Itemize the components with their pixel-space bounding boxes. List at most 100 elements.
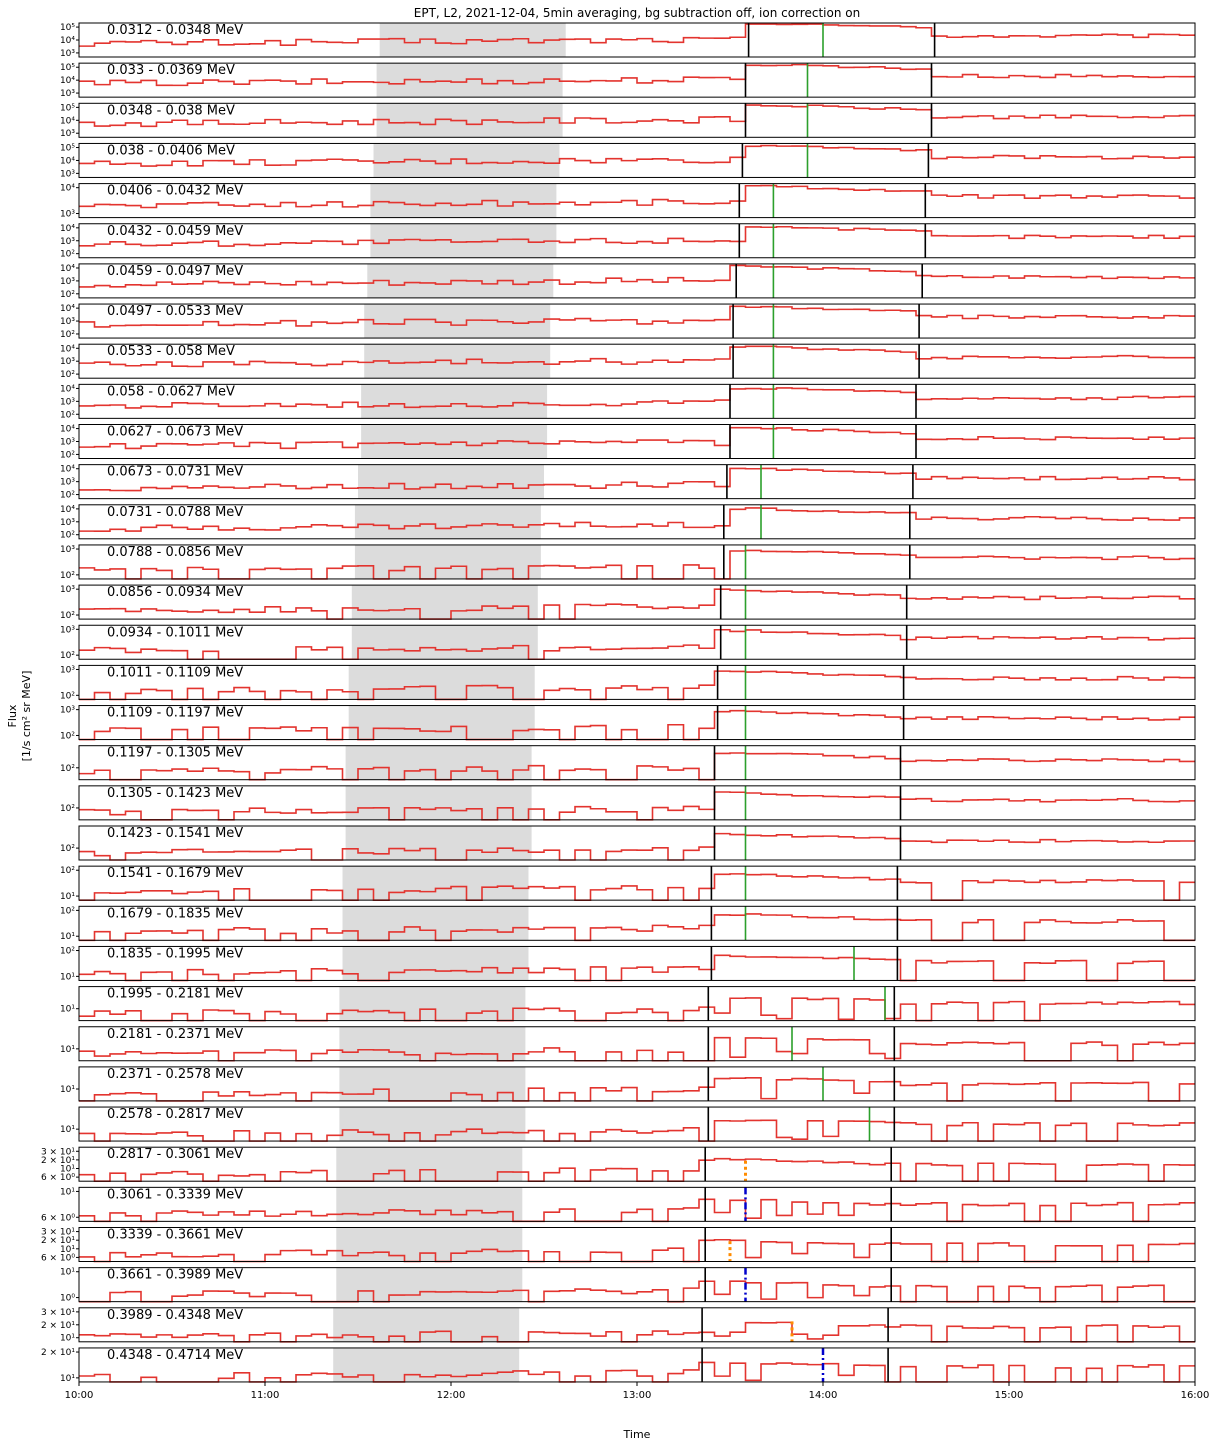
y-tick-label: 6 × 10⁰ bbox=[41, 1213, 75, 1223]
flux-trace bbox=[79, 832, 1195, 861]
y-tick-label: 2 × 10¹ bbox=[41, 1156, 75, 1166]
channel-label: 0.0312 - 0.0348 MeV bbox=[107, 23, 243, 38]
y-tick-label: 10⁴ bbox=[60, 184, 75, 194]
panel-frame bbox=[78, 624, 1196, 660]
y-tick-label: 6 × 10⁰ bbox=[41, 1253, 75, 1263]
channel-label: 0.0856 - 0.0934 MeV bbox=[107, 585, 243, 600]
panel-20: 0.1423 - 0.1541 MeV 10² bbox=[60, 825, 1196, 861]
flux-trace bbox=[79, 1119, 1195, 1142]
x-tick-label: 12:00 bbox=[437, 1390, 466, 1401]
y-tick-label: 6 × 10⁰ bbox=[41, 1173, 75, 1183]
y-tick-label: 10² bbox=[60, 731, 75, 741]
background-shade bbox=[345, 745, 532, 780]
channel-label: 0.1109 - 0.1197 MeV bbox=[107, 706, 243, 721]
channel-label: 0.1679 - 0.1835 MeV bbox=[107, 906, 243, 921]
flux-trace bbox=[79, 63, 1195, 87]
y-tick-label: 10¹ bbox=[60, 1187, 75, 1197]
y-tick-label: 10⁴ bbox=[60, 425, 75, 435]
panel-4: 0.0406 - 0.0432 MeV 10³ 10⁴ bbox=[60, 183, 1196, 220]
y-tick-label: 10¹ bbox=[60, 1125, 75, 1135]
background-shade bbox=[336, 1147, 523, 1182]
channel-label: 0.1011 - 0.1109 MeV bbox=[107, 665, 243, 680]
y-tick-label: 10¹ bbox=[60, 1165, 75, 1175]
panel-frame bbox=[78, 1227, 1196, 1262]
channel-label: 0.033 - 0.0369 MeV bbox=[107, 63, 235, 78]
y-tick-label: 10⁴ bbox=[60, 384, 75, 394]
x-tick-label: 15:00 bbox=[995, 1390, 1024, 1401]
channel-label: 0.0459 - 0.0497 MeV bbox=[107, 264, 243, 279]
background-shade bbox=[342, 946, 529, 981]
flux-trace bbox=[79, 709, 1195, 741]
flux-trace bbox=[79, 305, 1195, 328]
y-tick-label: 10³ bbox=[60, 237, 75, 247]
channel-label: 0.0432 - 0.0459 MeV bbox=[107, 224, 243, 239]
channel-label: 0.1197 - 0.1305 MeV bbox=[107, 746, 243, 761]
panel-18: 0.1197 - 0.1305 MeV 10² bbox=[60, 745, 1196, 781]
background-shade bbox=[342, 866, 529, 901]
channel-label: 0.0533 - 0.058 MeV bbox=[107, 344, 235, 359]
channel-label: 0.1423 - 0.1541 MeV bbox=[107, 826, 243, 841]
background-shade bbox=[348, 665, 535, 700]
panel-frame bbox=[78, 664, 1196, 700]
background-shade bbox=[364, 304, 551, 339]
channel-label: 0.1541 - 0.1679 MeV bbox=[107, 866, 243, 881]
panel-frame bbox=[78, 544, 1196, 580]
y-tick-label: 10² bbox=[60, 330, 75, 340]
flux-trace bbox=[79, 1280, 1195, 1303]
panel-33: 0.4348 - 0.4714 MeV 10¹ 2 × 10¹ bbox=[41, 1347, 1196, 1384]
y-tick-label: 10³ bbox=[60, 129, 75, 139]
flux-trace bbox=[79, 1361, 1195, 1383]
y-tick-label: 10¹ bbox=[60, 1045, 75, 1055]
y-tick-label: 10³ bbox=[60, 317, 75, 327]
flux-trace bbox=[79, 225, 1195, 247]
y-tick-label: 2 × 10¹ bbox=[41, 1236, 75, 1246]
background-shade bbox=[354, 504, 541, 539]
y-tick-label: 3 × 10¹ bbox=[41, 1308, 75, 1318]
panel-frame bbox=[78, 945, 1196, 981]
y-tick-label: 10¹ bbox=[60, 1334, 75, 1344]
channel-label: 0.4348 - 0.4714 MeV bbox=[107, 1348, 243, 1363]
x-tick-label: 11:00 bbox=[251, 1390, 280, 1401]
panel-3: 0.038 - 0.0406 MeV 10³ 10⁴ 10⁵ bbox=[60, 142, 1196, 179]
y-tick-label: 10⁴ bbox=[60, 304, 75, 314]
chart-title: EPT, L2, 2021-12-04, 5min averaging, bg … bbox=[414, 6, 860, 20]
panel-frame bbox=[78, 785, 1196, 821]
background-shade bbox=[336, 1267, 523, 1302]
panel-14: 0.0856 - 0.0934 MeV 10² 10³ bbox=[60, 584, 1196, 621]
y-tick-label: 10¹ bbox=[60, 972, 75, 982]
panel-frame bbox=[78, 865, 1196, 901]
channel-label: 0.2181 - 0.2371 MeV bbox=[107, 1027, 243, 1042]
y-tick-label: 10³ bbox=[60, 665, 75, 675]
y-tick-label: 10² bbox=[60, 651, 75, 661]
y-tick-label: 10¹ bbox=[60, 932, 75, 942]
channel-label: 0.0627 - 0.0673 MeV bbox=[107, 425, 243, 440]
y-tick-label: 10² bbox=[60, 290, 75, 300]
channel-label: 0.3989 - 0.4348 MeV bbox=[107, 1308, 243, 1323]
background-shade bbox=[351, 585, 538, 620]
channel-label: 0.1305 - 0.1423 MeV bbox=[107, 786, 243, 801]
flux-trace bbox=[79, 1076, 1195, 1102]
flux-trace bbox=[79, 426, 1195, 450]
background-shade bbox=[370, 183, 557, 218]
y-tick-label: 10¹ bbox=[60, 892, 75, 902]
panel-19: 0.1305 - 0.1423 MeV 10² bbox=[60, 785, 1196, 821]
channel-label: 0.2578 - 0.2817 MeV bbox=[107, 1107, 243, 1122]
x-axis-label: Time bbox=[623, 1428, 651, 1441]
y-tick-label: 10² bbox=[60, 804, 75, 814]
flux-trace bbox=[79, 345, 1195, 368]
y-tick-label: 10³ bbox=[60, 277, 75, 287]
y-tick-label: 10³ bbox=[60, 478, 75, 488]
flux-trace bbox=[79, 184, 1195, 209]
y-tick-label: 10³ bbox=[60, 210, 75, 220]
channel-label: 0.2371 - 0.2578 MeV bbox=[107, 1067, 243, 1082]
y-axis-label: Flux bbox=[6, 704, 19, 727]
y-tick-label: 10⁴ bbox=[60, 156, 75, 166]
y-tick-label: 10⁴ bbox=[60, 465, 75, 475]
panel-5: 0.0432 - 0.0459 MeV 10² 10³ 10⁴ bbox=[60, 223, 1196, 260]
y-tick-label: 10³ bbox=[60, 49, 75, 59]
flux-trace bbox=[79, 588, 1195, 620]
background-shade bbox=[364, 344, 551, 379]
panel-24: 0.1995 - 0.2181 MeV 10¹ bbox=[60, 986, 1196, 1022]
